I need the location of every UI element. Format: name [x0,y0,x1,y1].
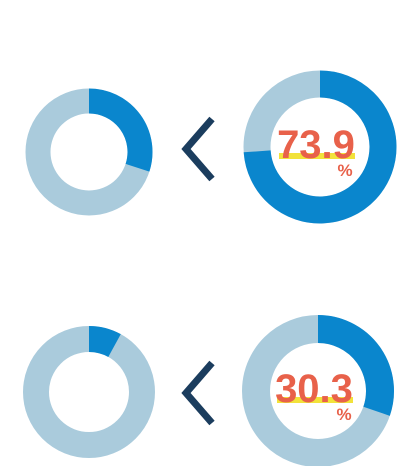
value-underline [279,153,355,159]
donut-row-2-right: 30.3 % [242,315,394,466]
donut-filled-segment [243,70,397,224]
donut-filled-segment [88,326,121,358]
value-underline [277,397,353,403]
donut-filled-segment [88,88,153,172]
donut-row-1-left [25,88,153,216]
donut-filled-segment [317,315,394,416]
donut-track [23,326,155,458]
percentage-unit: % [337,161,352,180]
donut-row-1-right: 73.9 % [243,70,397,224]
percentage-value: 73.9 [277,123,355,167]
less-than-symbol [181,360,215,426]
percentage-value: 30.3 [275,367,353,411]
percentage-unit: % [336,405,351,424]
donut-row-2-left [23,326,155,458]
less-than-symbol [181,116,215,182]
